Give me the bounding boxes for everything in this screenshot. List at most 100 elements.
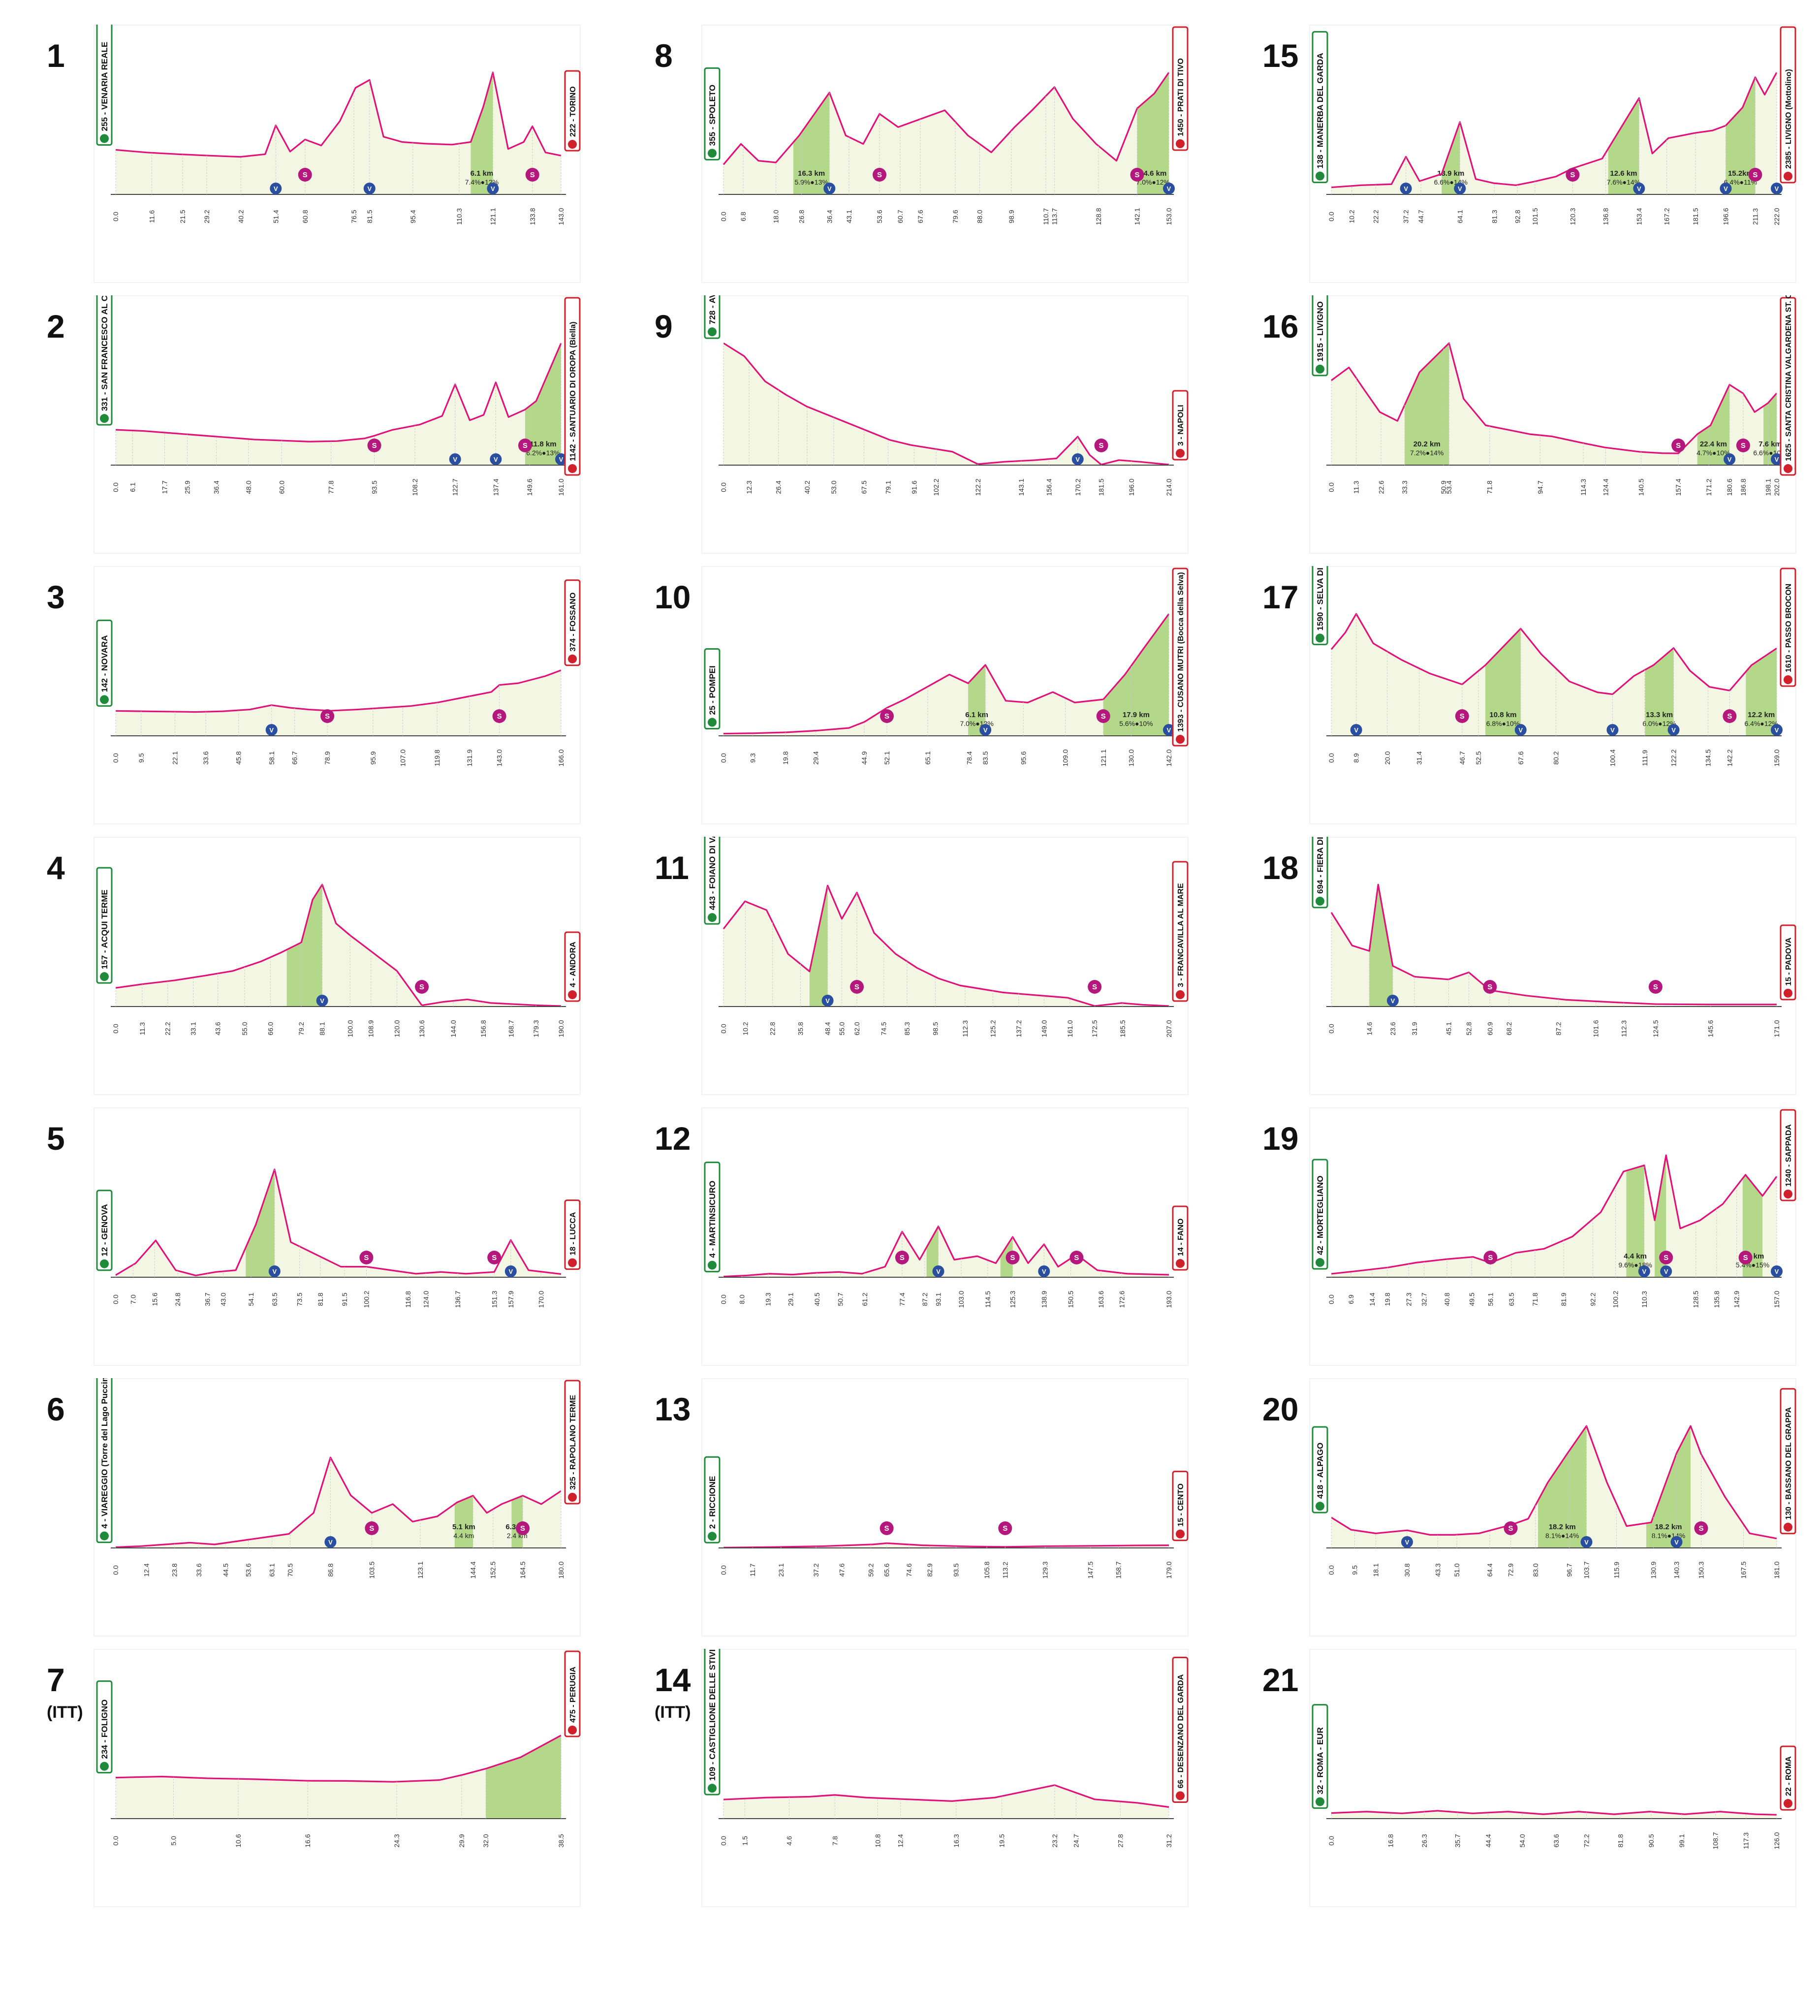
start-label: 4 - VIAREGGIO (Torre del Lago Puccini) [96,1378,113,1544]
climb-segment [1608,98,1639,194]
x-tick-label: 103.0 [957,1291,965,1308]
x-tick-label: 135.8 [1713,1291,1721,1308]
finish-label: 374 - FOSSANO [564,579,581,666]
svg-text:S: S [1101,712,1106,721]
x-tick-label: 22.2 [1372,210,1380,223]
sprint-marker: S [415,980,429,994]
climb-segment [454,1495,473,1548]
profile-chart: 0.0 10.2 22.8 35.8 48.4 55.0 62.0 74.5 85.3 98.5 1… [701,837,1189,1095]
svg-text:4 - VIAREGGIO (Torre del Lago: 4 - VIAREGGIO (Torre del Lago Puccini) [100,1378,109,1529]
x-tick-label: 121.1 [1099,749,1107,766]
x-tick-label: 130.6 [418,1020,426,1037]
climb-segment [809,885,828,1007]
x-tick-label: 67.5 [860,480,868,494]
x-tick-label: 74.5 [880,1022,888,1035]
elevation-line [115,343,562,442]
svg-text:S: S [497,712,502,721]
x-tick-label: 91.5 [341,1292,348,1306]
svg-text:V: V [274,185,278,192]
svg-text:234 - FOLIGNO: 234 - FOLIGNO [100,1700,109,1759]
climb-segment [1763,393,1777,465]
start-label: 4 - MARTINSICURO [704,1162,721,1273]
x-tick-label: 138.9 [1040,1291,1048,1308]
x-tick-label: 110.3 [455,208,463,225]
profile-chart: 18.2 km8.1%●14%18.2 km8.1%●14%0.0 9.5 18.1… [1309,1378,1796,1637]
climb-segment [1442,122,1460,194]
x-tick-label: 36.4 [825,210,833,223]
x-tick-label: 77.4 [898,1292,906,1306]
kom-marker: V [504,1265,517,1277]
finish-label: 3 - FRANCAVILLA AL MARE [1172,861,1189,1002]
x-tick-label: 74.6 [905,1563,913,1576]
climb-length-label: 18.2 km [1655,1523,1682,1531]
sprint-marker: S [873,168,887,182]
x-tick-label: 80.2 [1552,751,1560,764]
x-tick-label: 0.0 [720,212,727,221]
profile-chart: 11.8 km6.2%●13% 0.0 6.1 17.7 25.9 36.4 48.0 60.… [94,295,581,554]
stage-profile: 13 0.0 11.7 23.1 37.2 47.6 59.2 65.6 74.6 82.9 93.… [642,1378,1189,1637]
climb-segment [511,1495,523,1548]
x-tick-label: 78.9 [323,751,331,764]
x-tick-label: 0.0 [720,1836,727,1846]
x-tick-label: 29.9 [458,1834,466,1847]
elevation-line [723,613,1170,735]
panel-frame [701,1378,1189,1637]
kom-marker: V [1771,183,1783,194]
stage-number: 7 [47,1662,65,1698]
stage-profile: 9 0.0 12.3 26.4 40.2 53.0 67.5 79.1 91.6 102.2 122… [642,295,1189,554]
start-label: 142 - NOVARA [96,619,113,707]
elevation-line [1330,613,1777,695]
x-tick-label: 180.6 [1726,478,1733,496]
x-tick-label: 136.8 [1602,208,1610,225]
kom-marker: V [1771,453,1783,465]
elevation-line [115,669,562,713]
x-tick-label: 0.0 [720,1294,727,1304]
svg-text:42 - MORTEGLIANO: 42 - MORTEGLIANO [1316,1176,1325,1256]
kom-marker: V [490,453,502,465]
x-tick-label: 167.5 [1740,1561,1748,1578]
start-label: 728 - AVEZZANO [704,295,721,339]
finish-label: 15 - CENTO [1172,1471,1189,1542]
svg-text:355 - SPOLETO: 355 - SPOLETO [708,85,717,146]
svg-text:4 - ANDORA: 4 - ANDORA [569,942,577,987]
svg-text:S: S [372,441,377,450]
x-tick-label: 87.2 [1554,1022,1562,1035]
profile-area [723,885,1169,1007]
x-tick-label: 105.8 [983,1561,991,1578]
climb-length-label: 12.6 km [1610,169,1637,178]
x-tick-label: 0.0 [720,1024,727,1034]
x-tick-label: 116.8 [404,1291,412,1308]
x-tick-label: 22.8 [769,1022,777,1035]
climb-segment [1726,77,1756,194]
svg-text:V: V [1391,997,1395,1005]
sprint-marker: S [518,439,532,452]
kom-marker: V [1163,183,1175,194]
svg-text:S: S [1676,441,1681,450]
climb-segment [926,1226,939,1277]
x-tick-label: 214.0 [1165,478,1173,496]
x-tick-label: 11.6 [148,210,156,223]
x-tick-label: 0.0 [1327,1024,1335,1034]
x-tick-label: 137.4 [492,478,500,496]
svg-text:14 - FANO: 14 - FANO [1177,1219,1185,1256]
x-tick-label: 52.1 [883,751,891,764]
climb-length-label: 18.2 km [1549,1523,1576,1531]
profile-chart: 20.2 km7.2%●14%22.4 km4.7%●10%7.6 km6.6%… [1309,295,1796,554]
x-tick-label: 190.0 [557,1020,565,1037]
climb-grade-label: 5.9%●13% [794,178,828,186]
elevation-line [722,72,1170,165]
sprint-marker: S [1455,709,1469,723]
x-tick-label: 38.5 [557,1834,565,1847]
climb-segment [1137,72,1169,194]
x-tick-label: 119.8 [433,750,441,766]
x-tick-label: 24.7 [1072,1834,1080,1847]
x-tick-label: 0.0 [112,1836,120,1846]
stage-profile: 8 16.3 km 5.9%●13% 14.6 km 7.0%●12% 0.0 6.8 18.… [642,25,1189,283]
sprint-marker: S [1094,439,1108,452]
x-tick-label: 14.4 [1368,1292,1376,1306]
profile-area [116,1457,561,1548]
x-tick-label: 100.2 [362,1291,370,1308]
finish-label: 18 - LUCCA [564,1199,581,1270]
x-tick-label: 62.0 [853,1022,861,1035]
